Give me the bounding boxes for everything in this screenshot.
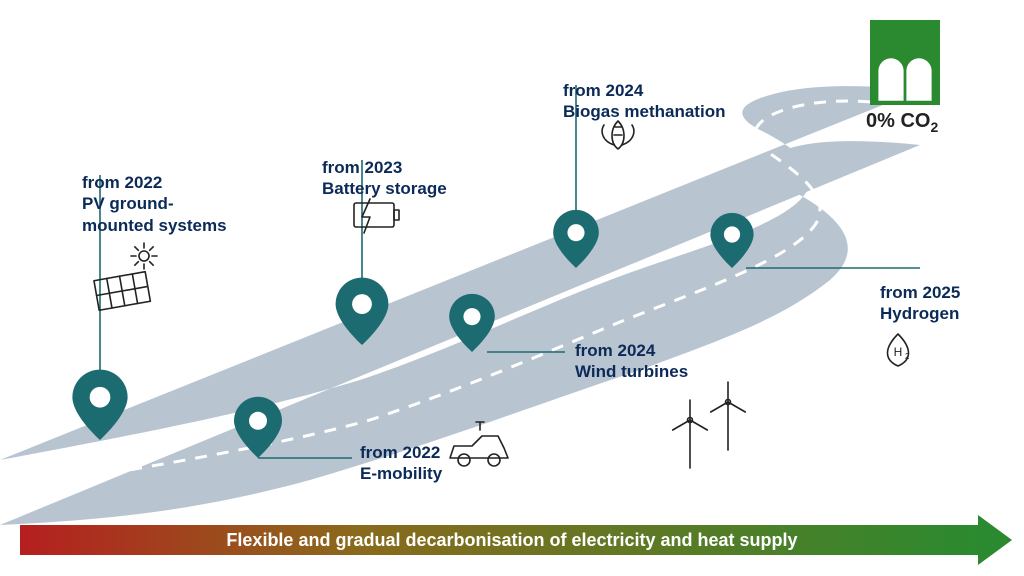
svg-text:H: H [894,345,903,359]
zero-co2-sub: 2 [930,119,938,135]
hydrogen-icon: H2 [888,334,911,366]
banner-text: Flexible and gradual decarbonisation of … [0,530,1024,551]
wind-turbine-icon [673,382,746,468]
biogas-icon [602,121,634,149]
svg-text:2: 2 [905,352,910,361]
label-battery: from 2023Battery storage [322,157,447,200]
label-wind: from 2024Wind turbines [575,340,688,383]
label-emobility: from 2022E-mobility [360,442,442,485]
solar-panel-icon [94,243,157,310]
label-pv: from 2022PV ground-mounted systems [82,172,227,236]
zero-co2-label: 0% CO2 [866,110,938,135]
battery-icon [354,199,399,233]
roadmap-infographic: { "canvas": { "width": 1024, "height": 5… [0,0,1024,576]
roadmap-svg: H2 [0,0,1024,576]
label-biogas: from 2024Biogas methanation [563,80,725,123]
label-hydrogen: from 2025Hydrogen [880,282,960,325]
goal-logo [870,20,940,105]
zero-co2-text: 0% CO [866,110,930,132]
